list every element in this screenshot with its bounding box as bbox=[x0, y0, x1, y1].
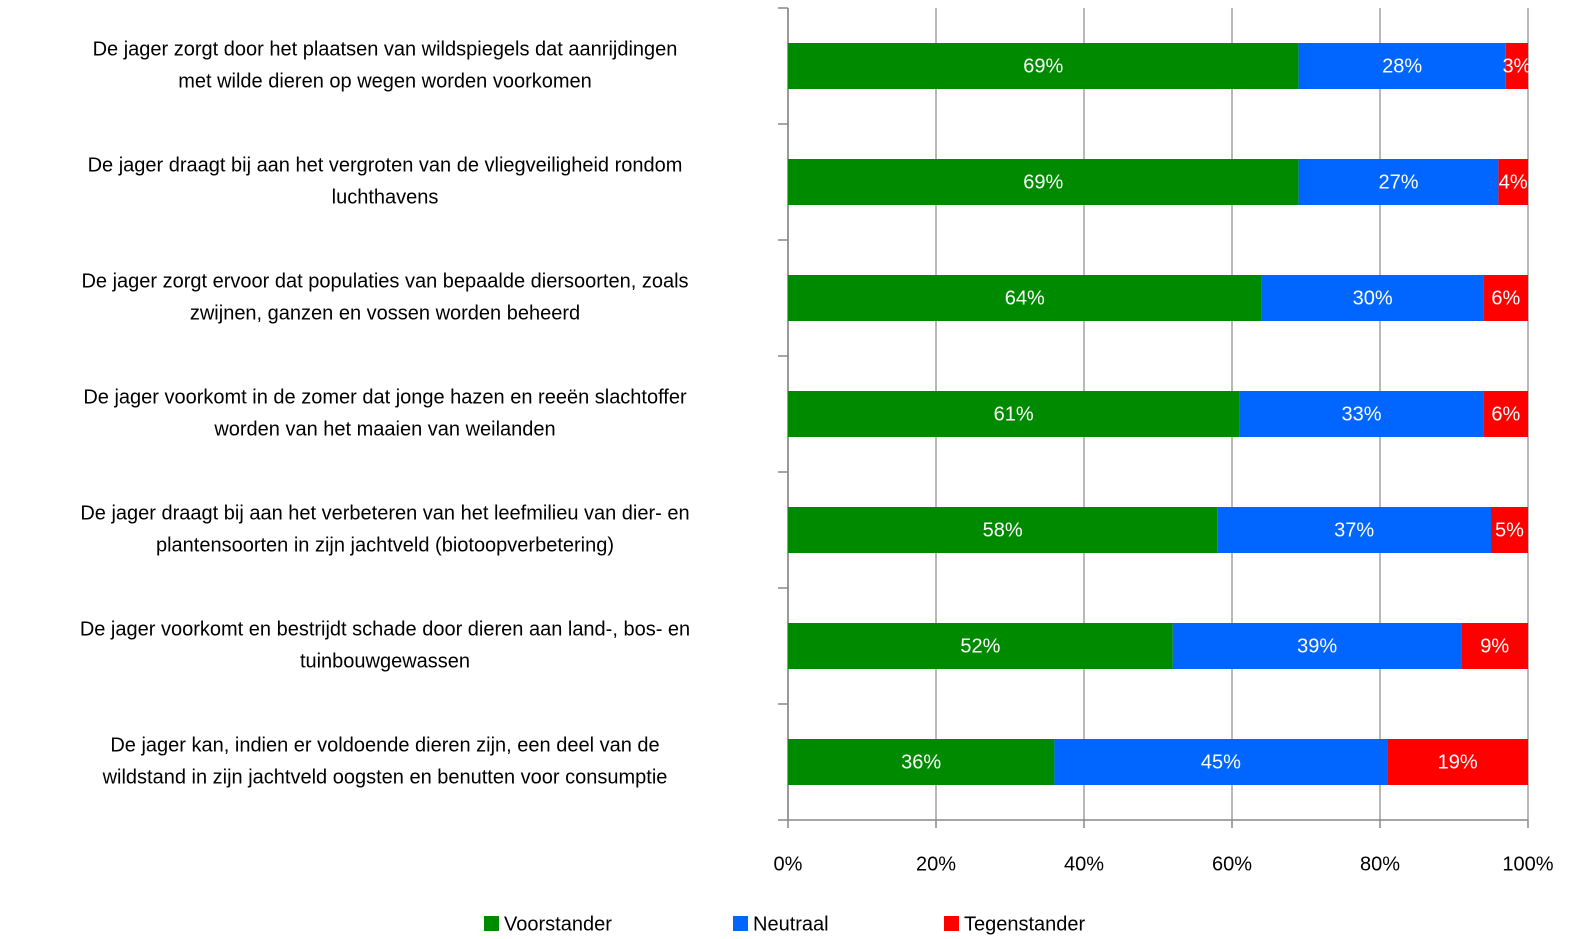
category-label: De jager voorkomt in de zomer dat jonge … bbox=[83, 386, 687, 408]
bar-segment bbox=[1483, 275, 1528, 321]
data-label: 4% bbox=[1499, 171, 1528, 193]
x-tick-label: 0% bbox=[774, 853, 803, 875]
bar-segment bbox=[1491, 507, 1528, 553]
bar-segment bbox=[1387, 739, 1528, 785]
bar-segment bbox=[1172, 623, 1462, 669]
x-tick-label: 60% bbox=[1212, 853, 1252, 875]
bar-segment bbox=[788, 275, 1262, 321]
data-label: 28% bbox=[1382, 55, 1422, 77]
data-label: 36% bbox=[901, 751, 941, 773]
legend-label: Tegenstander bbox=[964, 913, 1086, 935]
data-label: 45% bbox=[1201, 751, 1241, 773]
category-label: zwijnen, ganzen en vossen worden beheerd bbox=[190, 302, 580, 324]
bar-segment bbox=[788, 43, 1299, 89]
bar-segment bbox=[788, 391, 1240, 437]
bar-segment bbox=[1239, 391, 1484, 437]
data-label: 33% bbox=[1341, 403, 1381, 425]
data-label: 37% bbox=[1334, 519, 1374, 541]
category-label: met wilde dieren op wegen worden voorkom… bbox=[178, 70, 592, 92]
legend-swatch bbox=[944, 916, 959, 931]
legend-swatch bbox=[484, 916, 499, 931]
category-label: De jager zorgt ervoor dat populaties van… bbox=[81, 270, 688, 292]
x-tick-label: 40% bbox=[1064, 853, 1104, 875]
x-tick-label: 80% bbox=[1360, 853, 1400, 875]
data-label: 52% bbox=[960, 635, 1000, 657]
bar-segment bbox=[1483, 391, 1528, 437]
category-label: De jager draagt bij aan het vergroten va… bbox=[88, 154, 683, 176]
legend-swatch bbox=[733, 916, 748, 931]
x-tick-label: 100% bbox=[1502, 853, 1553, 875]
category-label: luchthavens bbox=[332, 186, 439, 208]
data-label: 27% bbox=[1378, 171, 1418, 193]
bar-segment bbox=[1461, 623, 1528, 669]
bar-segment bbox=[1054, 739, 1388, 785]
bar-segment bbox=[1217, 507, 1491, 553]
data-label: 5% bbox=[1495, 519, 1524, 541]
bar-segment bbox=[1505, 43, 1528, 89]
bar-segment bbox=[788, 739, 1055, 785]
bar-segment bbox=[788, 159, 1299, 205]
data-label: 39% bbox=[1297, 635, 1337, 657]
data-label: 6% bbox=[1491, 403, 1520, 425]
data-label: 58% bbox=[983, 519, 1023, 541]
data-label: 61% bbox=[994, 403, 1034, 425]
category-label: plantensoorten in zijn jachtveld (biotoo… bbox=[156, 534, 614, 556]
bar-segment bbox=[788, 623, 1173, 669]
data-label: 30% bbox=[1353, 287, 1393, 309]
data-label: 9% bbox=[1480, 635, 1509, 657]
bar-segment bbox=[1298, 43, 1506, 89]
bar-segment bbox=[1261, 275, 1484, 321]
data-label: 69% bbox=[1023, 171, 1063, 193]
data-label: 6% bbox=[1491, 287, 1520, 309]
data-label: 64% bbox=[1005, 287, 1045, 309]
bar-segment bbox=[1298, 159, 1499, 205]
legend-label: Voorstander bbox=[504, 913, 612, 935]
category-label: De jager zorgt door het plaatsen van wil… bbox=[93, 38, 678, 60]
bar-segment bbox=[1498, 159, 1528, 205]
data-label: 3% bbox=[1502, 55, 1531, 77]
data-label: 19% bbox=[1438, 751, 1478, 773]
category-label: De jager draagt bij aan het verbeteren v… bbox=[80, 502, 689, 524]
category-label: worden van het maaien van weilanden bbox=[213, 418, 555, 440]
data-label: 69% bbox=[1023, 55, 1063, 77]
category-label: De jager voorkomt en bestrijdt schade do… bbox=[80, 618, 690, 640]
category-label: De jager kan, indien er voldoende dieren… bbox=[110, 734, 659, 756]
bar-segment bbox=[788, 507, 1218, 553]
x-tick-label: 20% bbox=[916, 853, 956, 875]
legend-label: Neutraal bbox=[753, 913, 829, 935]
category-label: wildstand in zijn jachtveld oogsten en b… bbox=[102, 766, 668, 788]
category-label: tuinbouwgewassen bbox=[300, 650, 470, 672]
